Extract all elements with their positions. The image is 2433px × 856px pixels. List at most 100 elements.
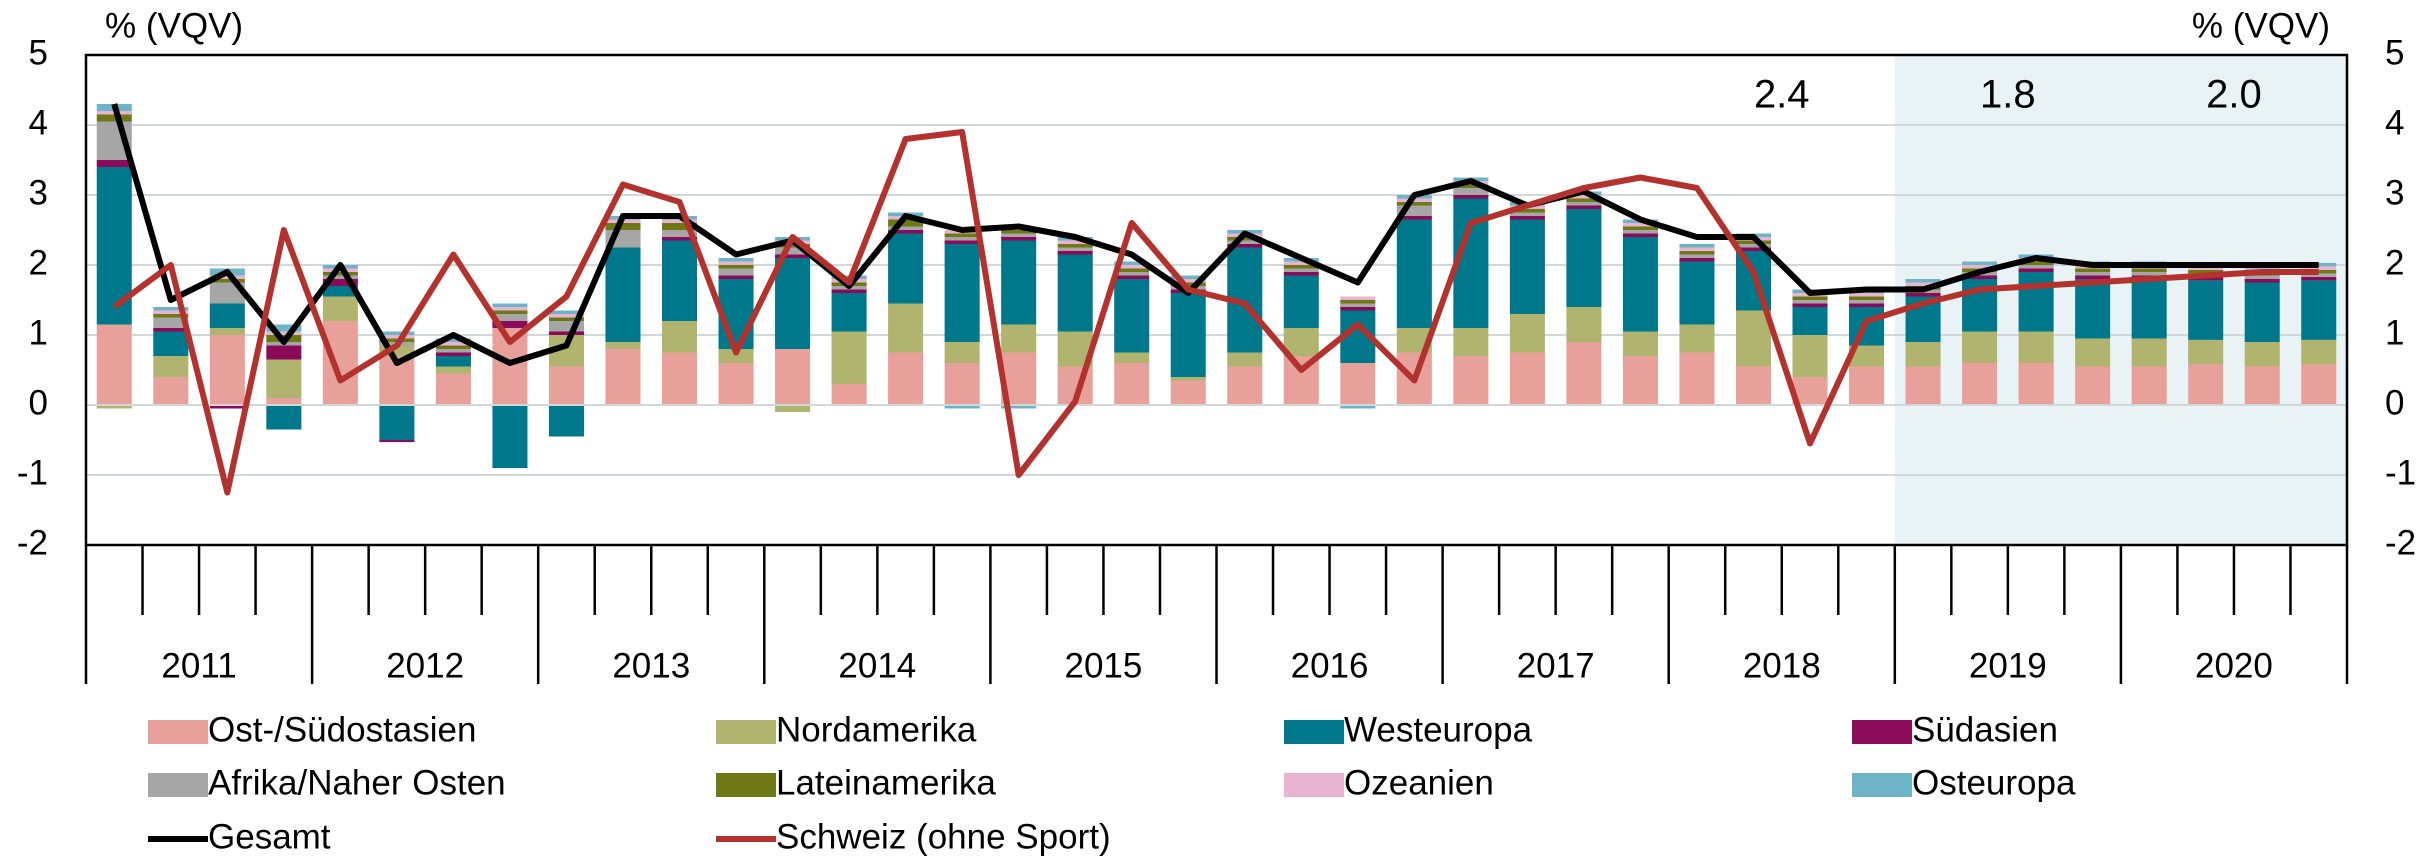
bar-segment	[548, 405, 584, 437]
bar-segment	[1566, 202, 1602, 206]
bar-segment	[888, 352, 924, 405]
bar-segment	[2018, 268, 2054, 272]
bar-segment	[1622, 223, 1658, 227]
bar-segment	[266, 405, 302, 430]
bar-segment	[1114, 268, 1150, 272]
bar-segment	[1509, 219, 1545, 314]
bar-segment	[1453, 356, 1489, 405]
bar-segment	[944, 240, 980, 244]
annotation: 2.4	[1754, 73, 1810, 117]
bar-segment	[492, 321, 528, 328]
bar-segment	[2244, 366, 2280, 405]
line-series	[111, 103, 2319, 366]
bar-segment	[2018, 272, 2054, 332]
bar-segment	[2075, 272, 2111, 276]
bar-segment	[1622, 331, 1658, 356]
bar-segment	[1792, 303, 1828, 307]
bar-segment	[775, 244, 811, 248]
bar-segment	[2244, 275, 2280, 279]
bar-segment	[1283, 272, 1319, 276]
bar-segment	[435, 349, 471, 353]
bar-segment	[1340, 300, 1376, 304]
legend-swatch	[1284, 720, 1344, 744]
bar-segment	[1566, 205, 1602, 209]
bar-segment	[944, 237, 980, 241]
y2-tick-label: 2	[2385, 243, 2404, 282]
bar-segment	[2188, 364, 2224, 405]
bar-segment	[1001, 324, 1037, 353]
bar-segment	[2188, 266, 2224, 270]
bar-segment	[2018, 363, 2054, 405]
bar-segment	[153, 331, 189, 356]
bar-segment	[209, 303, 245, 328]
bar-segment	[1962, 261, 1998, 265]
legend-label: Schweiz (ohne Sport)	[776, 817, 1111, 856]
bar-segment	[661, 230, 698, 237]
bar-segment	[1001, 233, 1037, 237]
bar-segment	[1849, 366, 1885, 405]
bar-segment	[888, 233, 924, 304]
bar-segment	[831, 289, 867, 293]
bar-segment	[435, 338, 471, 342]
bar-segment	[1962, 331, 1998, 363]
y2-tick-label: 4	[2385, 103, 2404, 142]
bar-segment	[718, 349, 754, 363]
bar-segment	[1057, 251, 1093, 255]
bar-segment	[209, 275, 245, 279]
bar-segment	[2075, 338, 2111, 367]
bar-segment	[1735, 366, 1772, 405]
year-label: 2012	[386, 646, 464, 685]
legend-label: Afrika/Naher Osten	[208, 763, 506, 802]
bar-segment	[2301, 339, 2337, 365]
annotation: 2.0	[2206, 73, 2262, 117]
bar-segment	[1001, 405, 1037, 409]
legend-label: Nordamerika	[776, 710, 977, 749]
bar-segment	[1792, 300, 1828, 304]
bar-segment	[1622, 356, 1658, 405]
bar-segment	[1622, 230, 1658, 234]
legend-swatch	[1284, 773, 1344, 797]
bar-segment	[492, 307, 528, 311]
year-label: 2018	[1743, 646, 1821, 685]
bar-segment	[1962, 275, 1998, 279]
bar-segment	[1792, 307, 1828, 335]
year-label: 2020	[2195, 646, 2273, 685]
y2-tick-label: 3	[2385, 173, 2404, 212]
year-label: 2014	[838, 646, 916, 685]
year-label: 2016	[1291, 646, 1369, 685]
bar-segment	[1735, 240, 1772, 244]
bar-segment	[1057, 240, 1093, 244]
y-tick-label: 3	[29, 173, 48, 212]
bar-segment	[1283, 275, 1319, 328]
line-series	[112, 129, 2319, 496]
bar-segment	[1283, 265, 1319, 269]
bar-segment	[1114, 265, 1150, 269]
year-label: 2013	[612, 646, 690, 685]
bar-segment	[322, 279, 358, 286]
bar-segment	[1962, 265, 1998, 269]
bar-segment	[1566, 198, 1602, 202]
bar-segment	[831, 384, 867, 405]
bar-segment	[2301, 266, 2337, 270]
legend-label: Osteuropa	[1912, 763, 2076, 802]
bar-segment	[1057, 244, 1093, 248]
legend-swatch	[148, 773, 208, 797]
bar-segment	[1905, 342, 1941, 367]
annotation: 1.8	[1980, 73, 2036, 117]
bar-segment	[1622, 237, 1658, 332]
bar-segment	[1679, 324, 1715, 353]
bar-segment	[266, 331, 302, 335]
bar-segment	[1227, 237, 1263, 241]
legend-swatch	[716, 773, 776, 797]
bar-segment	[1679, 261, 1715, 325]
year-label: 2017	[1517, 646, 1595, 685]
year-label: 2019	[1969, 646, 2047, 685]
bar-segment	[1905, 293, 1941, 297]
bar-segment	[775, 247, 811, 255]
legend-label: Lateinamerika	[776, 763, 996, 802]
bar-segment	[548, 321, 584, 332]
bar-segment	[944, 405, 980, 409]
bar-segment	[888, 219, 924, 227]
legend-label: Ozeanien	[1344, 763, 1494, 802]
bar-segment	[1962, 363, 1998, 405]
